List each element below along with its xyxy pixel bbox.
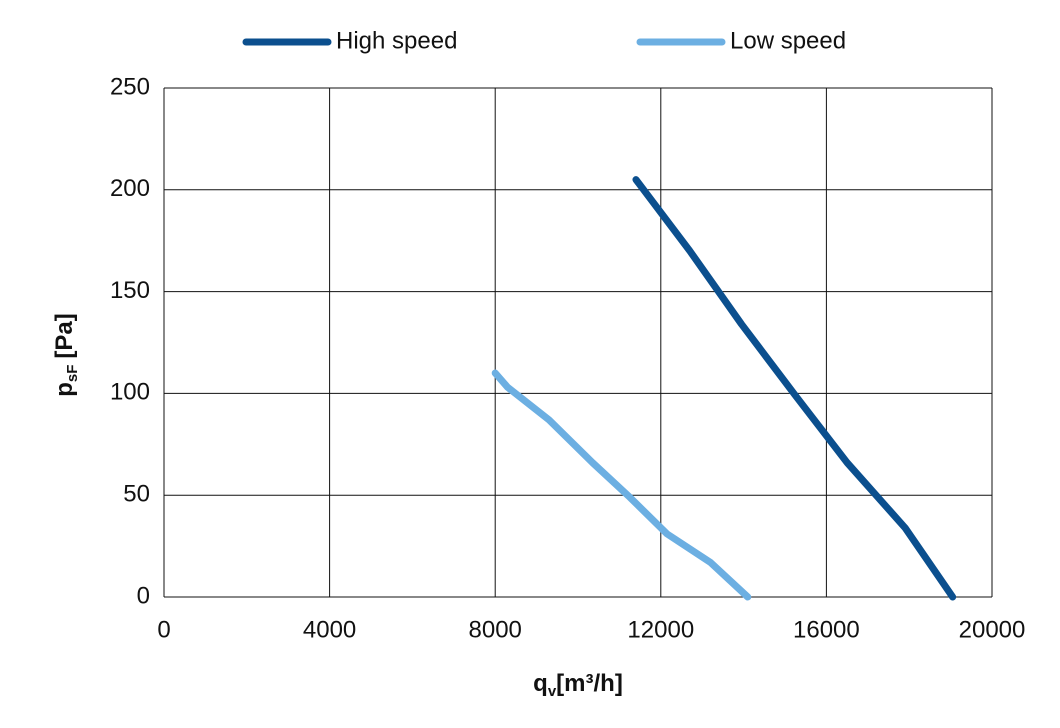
legend-label: High speed <box>336 27 457 54</box>
y-label-sub: sF <box>64 365 81 383</box>
y-label-unit: [Pa] <box>51 313 78 358</box>
x-tick-label: 20000 <box>959 616 1026 643</box>
y-tick-label: 100 <box>110 379 150 406</box>
y-tick-label: 250 <box>110 73 150 100</box>
y-tick-label: 50 <box>123 481 150 508</box>
series-line <box>491 369 752 601</box>
x-tick-label: 16000 <box>793 616 860 643</box>
x-axis-label: qv[m³/h] <box>533 670 623 700</box>
legend-label: Low speed <box>730 27 846 54</box>
y-tick-label: 0 <box>137 582 150 609</box>
x-label-sub: v <box>548 683 557 700</box>
x-tick-label: 12000 <box>627 616 694 643</box>
y-axis-label: psF [Pa] <box>51 313 81 397</box>
y-label-main: p <box>51 382 78 397</box>
series-line <box>632 176 957 601</box>
y-tick-label: 150 <box>110 277 150 304</box>
y-tick-label: 200 <box>110 175 150 202</box>
x-label-main: q <box>533 670 548 697</box>
x-tick-label: 4000 <box>303 616 356 643</box>
x-label-unit: [m³/h] <box>556 670 623 697</box>
x-tick-label: 0 <box>157 616 170 643</box>
x-tick-label: 8000 <box>469 616 522 643</box>
